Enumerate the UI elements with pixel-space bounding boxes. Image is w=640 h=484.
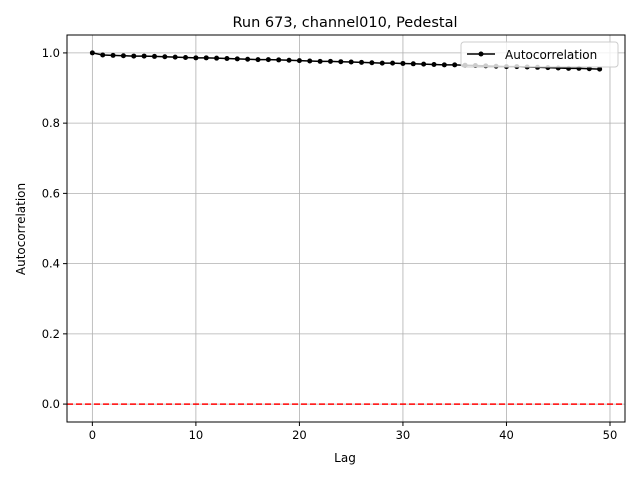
x-axis-label: Lag bbox=[334, 451, 356, 465]
data-point bbox=[151, 53, 157, 59]
data-point bbox=[390, 60, 396, 66]
data-point bbox=[369, 60, 375, 66]
data-point bbox=[597, 66, 603, 72]
plot-frame bbox=[66, 34, 626, 423]
data-point bbox=[307, 58, 313, 64]
data-point bbox=[224, 56, 230, 62]
data-point bbox=[100, 52, 106, 58]
data-point bbox=[162, 54, 168, 60]
data-point bbox=[410, 61, 416, 67]
data-point bbox=[359, 59, 365, 65]
y-tick-label: 0.8 bbox=[42, 116, 60, 130]
data-point bbox=[110, 52, 116, 58]
data-point bbox=[89, 50, 95, 56]
chart-title: Run 673, channel010, Pedestal bbox=[232, 15, 457, 31]
data-point bbox=[214, 55, 220, 61]
data-point bbox=[141, 53, 147, 59]
x-tick-label: 20 bbox=[292, 428, 307, 442]
data-point bbox=[265, 57, 271, 63]
y-axis-label: Autocorrelation bbox=[14, 183, 28, 275]
data-point bbox=[234, 56, 240, 62]
y-tick-label: 0.4 bbox=[42, 257, 60, 271]
data-point bbox=[296, 58, 302, 64]
x-tick-label: 0 bbox=[89, 428, 96, 442]
legend-label: Autocorrelation bbox=[505, 48, 597, 62]
data-point bbox=[193, 55, 199, 61]
x-tick-label: 50 bbox=[603, 428, 618, 442]
data-point bbox=[441, 62, 447, 68]
data-point bbox=[431, 61, 437, 67]
x-tick-label: 10 bbox=[189, 428, 204, 442]
data-point bbox=[286, 57, 292, 63]
x-tick-label: 30 bbox=[396, 428, 411, 442]
data-point bbox=[245, 56, 251, 62]
legend-box bbox=[460, 41, 619, 68]
data-point bbox=[120, 53, 126, 59]
data-point bbox=[327, 58, 333, 64]
data-point bbox=[379, 60, 385, 66]
data-point bbox=[183, 54, 189, 60]
x-tick-label: 40 bbox=[499, 428, 514, 442]
data-point bbox=[131, 53, 137, 59]
data-point bbox=[172, 54, 178, 60]
data-point bbox=[400, 60, 406, 66]
data-point bbox=[255, 57, 261, 63]
y-tick-label: 1.0 bbox=[42, 46, 60, 60]
ticks: 0 10 20 30 40 50 0.0 0.2 0.4 0.6 0.8 1.0 bbox=[42, 46, 618, 442]
y-tick-label: 0.6 bbox=[42, 186, 60, 200]
data-point bbox=[452, 62, 458, 68]
grid bbox=[67, 35, 625, 422]
y-tick-label: 0.2 bbox=[42, 327, 60, 341]
data-point bbox=[317, 58, 323, 64]
data-point bbox=[421, 61, 427, 67]
y-tick-label: 0.0 bbox=[42, 397, 60, 411]
data-point bbox=[203, 55, 209, 61]
data-point bbox=[348, 59, 354, 65]
data-point bbox=[276, 57, 282, 63]
legend-marker bbox=[478, 51, 484, 57]
legend: Autocorrelation bbox=[460, 41, 619, 68]
data-point bbox=[338, 59, 344, 65]
